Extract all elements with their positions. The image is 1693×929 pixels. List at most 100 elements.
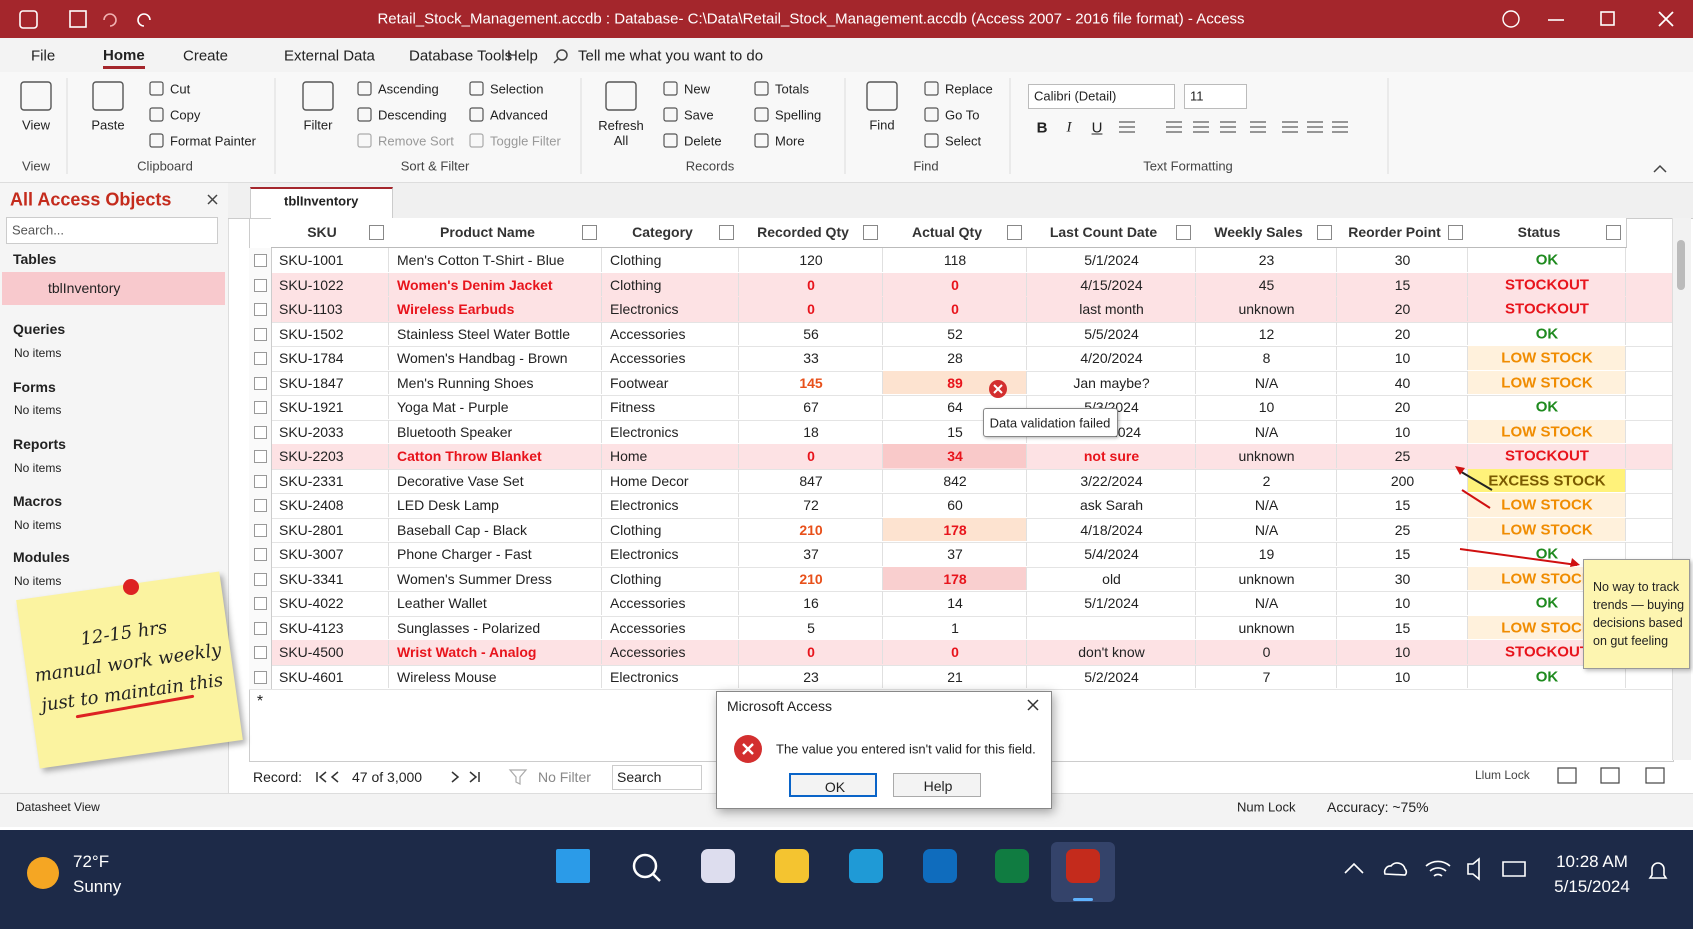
ribbon-button[interactable]: Paste	[91, 117, 125, 133]
ribbon-button[interactable]: Delete	[684, 133, 722, 149]
ribbon-button[interactable]: View	[22, 117, 50, 133]
nav-group-header: Forms	[13, 379, 56, 395]
ribbon-button[interactable]: Refresh All	[598, 118, 644, 148]
row	[249, 469, 1672, 494]
menu-tab[interactable]: Create	[183, 47, 229, 65]
column-header[interactable]	[739, 218, 884, 248]
ribbon-button[interactable]: Spelling	[775, 107, 822, 123]
header-dropdown[interactable]	[863, 225, 878, 240]
dialog-close[interactable]	[1024, 696, 1042, 714]
ribbon-button[interactable]: Filter	[303, 117, 333, 133]
expand-button[interactable]	[254, 597, 267, 610]
expand-button[interactable]	[254, 523, 267, 537]
nav-search-box[interactable]	[6, 217, 218, 244]
cell-border	[883, 542, 1027, 566]
table-cell: 5/4/2024	[1084, 546, 1139, 563]
table-cell: Clothing	[610, 521, 662, 538]
row	[249, 272, 1672, 298]
cell-border	[1027, 566, 1196, 590]
dialog-button[interactable]: Help	[893, 773, 981, 797]
table-cell: 145	[799, 374, 823, 391]
cell-border	[1196, 468, 1337, 492]
cell-border	[1196, 346, 1337, 370]
document-tab-box[interactable]	[250, 187, 393, 220]
header-dropdown[interactable]	[1606, 225, 1621, 240]
ribbon-button[interactable]: Save	[684, 107, 714, 123]
cell-border	[1468, 468, 1626, 492]
table-cell: Electronics	[610, 301, 679, 318]
cell-border	[739, 297, 883, 321]
ribbon-button[interactable]: More	[775, 133, 805, 149]
ribbon-button[interactable]: Totals	[775, 81, 809, 97]
expand-button[interactable]	[254, 303, 267, 316]
scroll-thumb[interactable]	[1677, 240, 1685, 290]
header-dropdown[interactable]	[1448, 225, 1463, 240]
table-cell: 5/1/2024	[1084, 595, 1139, 612]
ribbon-button[interactable]: Descending	[378, 107, 447, 123]
font-box[interactable]	[1028, 84, 1175, 109]
column-header[interactable]	[1337, 218, 1469, 248]
format-button[interactable]: U	[1091, 119, 1103, 137]
expand-button[interactable]	[254, 499, 267, 512]
size-box[interactable]	[1184, 84, 1247, 109]
expand-button[interactable]	[254, 548, 267, 561]
ribbon-button[interactable]: Cut	[170, 81, 191, 97]
expand-button[interactable]	[254, 327, 267, 341]
expand-button[interactable]	[254, 474, 267, 488]
format-button[interactable]: I	[1066, 119, 1072, 136]
ribbon-button[interactable]: Copy	[170, 107, 201, 123]
header-dropdown[interactable]	[1007, 225, 1022, 240]
ribbon-button[interactable]: Format Painter	[170, 133, 256, 149]
column-header[interactable]	[602, 218, 740, 248]
ribbon-button[interactable]: Selection	[490, 81, 544, 97]
expand-button[interactable]	[254, 376, 267, 390]
format-button[interactable]: B	[1036, 119, 1048, 137]
expand-button[interactable]	[254, 670, 267, 684]
menu-tab[interactable]: Home	[103, 47, 145, 69]
search-box[interactable]	[612, 765, 702, 790]
ribbon-button[interactable]: Select	[945, 133, 982, 149]
cell-border	[883, 248, 1027, 272]
menu-tab[interactable]: File	[31, 47, 56, 65]
header-dropdown[interactable]	[1317, 225, 1332, 240]
column-header[interactable]	[1196, 218, 1338, 248]
header-dropdown[interactable]	[582, 225, 597, 240]
header-dropdown[interactable]	[369, 225, 384, 240]
ribbon-big-icon	[605, 81, 637, 111]
nav-item[interactable]: tblInventory	[48, 280, 121, 296]
expand-button[interactable]	[254, 352, 267, 365]
header-dropdown[interactable]	[1176, 225, 1191, 240]
header-dropdown[interactable]	[719, 225, 734, 240]
column-header[interactable]	[389, 218, 603, 248]
expand-button[interactable]	[254, 425, 267, 439]
menu-tab[interactable]: Help	[507, 47, 538, 65]
ribbon-button[interactable]: Replace	[945, 81, 993, 97]
ribbon-big-icon	[92, 81, 124, 111]
expand-button[interactable]	[254, 646, 267, 659]
column-header[interactable]	[883, 218, 1028, 248]
menu-tab[interactable]: External Data	[284, 47, 375, 65]
ribbon-button[interactable]: New	[684, 81, 711, 97]
column-header[interactable]	[1468, 218, 1627, 248]
expand-button[interactable]	[254, 278, 267, 292]
table-cell: 25	[1394, 448, 1411, 465]
cell-border	[389, 468, 602, 492]
column-header[interactable]	[271, 218, 390, 248]
ribbon-button[interactable]: Find	[869, 117, 895, 133]
column-header[interactable]	[1027, 218, 1197, 248]
ribbon-button[interactable]: Advanced	[490, 107, 548, 123]
dialog-button[interactable]: OK	[789, 773, 877, 797]
ribbon-button[interactable]: Toggle Filter	[490, 133, 561, 149]
ribbon-button[interactable]: Ascending	[378, 81, 439, 97]
font-name: Calibri (Detail)	[1034, 88, 1117, 104]
menu-tab[interactable]: Database Tools	[409, 47, 513, 65]
ribbon-button[interactable]: Remove Sort	[378, 133, 454, 149]
nav-group-header: Queries	[13, 321, 66, 337]
expand-button[interactable]	[254, 572, 267, 586]
expand-button[interactable]	[254, 450, 267, 463]
expand-button[interactable]	[254, 401, 267, 414]
ribbon-button[interactable]: Go To	[945, 107, 980, 123]
expand-button[interactable]	[254, 621, 267, 635]
cell-border	[1337, 566, 1468, 590]
expand-button[interactable]	[254, 254, 267, 267]
